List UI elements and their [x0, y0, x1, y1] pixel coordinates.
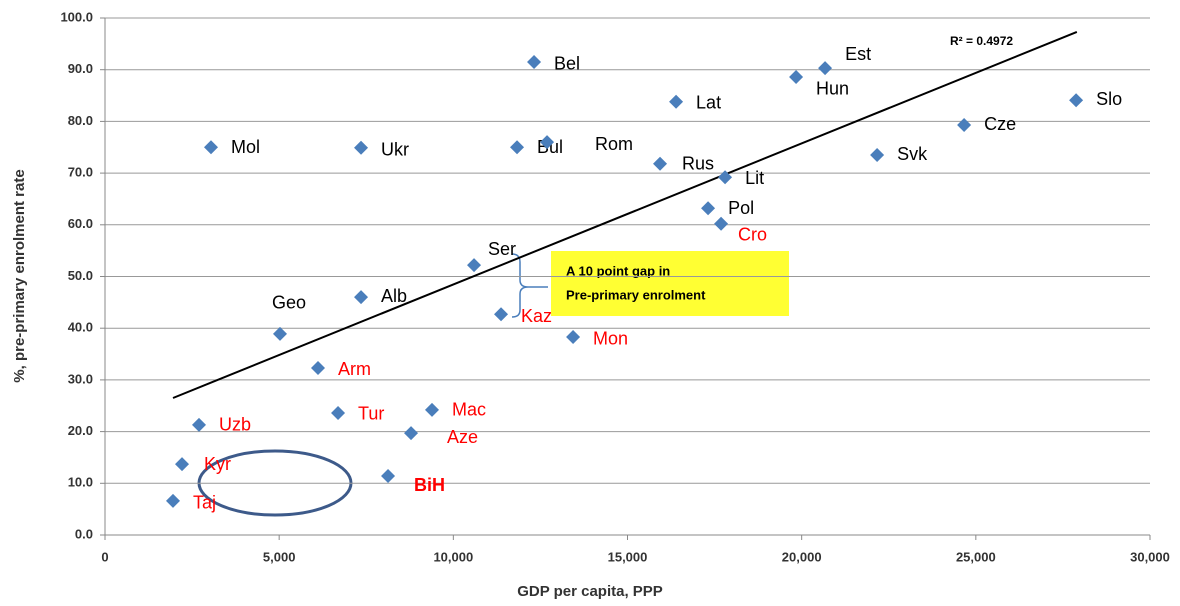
- point: [273, 326, 288, 341]
- point-label: Kaz: [521, 306, 552, 326]
- point: [354, 140, 369, 155]
- x-tick-label: 0: [101, 549, 108, 564]
- r-squared: R² = 0.4972: [950, 34, 1013, 48]
- point: [957, 118, 972, 133]
- point-label: Mon: [593, 329, 628, 349]
- point-label: Hun: [816, 79, 849, 99]
- point-label: Cze: [984, 114, 1016, 134]
- point: [714, 216, 729, 231]
- point: [653, 156, 668, 171]
- point: [203, 140, 218, 155]
- point: [540, 135, 555, 150]
- point-label: Rus: [682, 154, 714, 174]
- x-tick-label: 20,000: [782, 549, 822, 564]
- annotation-box: [551, 251, 789, 316]
- point: [669, 94, 684, 109]
- point: [331, 405, 346, 420]
- y-tick-label: 20.0: [68, 423, 93, 438]
- y-tick-label: 0.0: [75, 526, 93, 541]
- point: [311, 361, 326, 376]
- point: [381, 469, 396, 484]
- point-label: Taj: [193, 493, 216, 513]
- point: [425, 402, 440, 417]
- point: [870, 148, 885, 163]
- annotation-line: Pre-primary enrolment: [566, 287, 706, 302]
- point-label: Aze: [447, 427, 478, 447]
- point-label: Lit: [745, 168, 764, 188]
- x-tick-label: 5,000: [263, 549, 296, 564]
- point-label: Slo: [1096, 89, 1122, 109]
- point: [165, 493, 180, 508]
- point-label: Ser: [488, 239, 516, 259]
- y-tick-label: 30.0: [68, 371, 93, 386]
- point-label: Bel: [554, 54, 580, 74]
- point-label: Mol: [231, 137, 260, 157]
- point-label: Svk: [897, 144, 928, 164]
- point-label: Mac: [452, 400, 486, 420]
- point: [175, 457, 190, 472]
- point: [718, 170, 733, 185]
- point: [494, 307, 509, 322]
- y-tick-label: 50.0: [68, 268, 93, 283]
- y-tick-label: 60.0: [68, 216, 93, 231]
- point: [510, 140, 525, 155]
- point: [354, 290, 369, 305]
- trendline: [172, 31, 1078, 399]
- point: [527, 54, 542, 69]
- y-tick-label: 80.0: [68, 113, 93, 128]
- point-label: Uzb: [219, 415, 251, 435]
- point-label: Cro: [738, 225, 767, 245]
- point: [789, 69, 804, 84]
- point-label: Tur: [358, 404, 384, 424]
- point-label: Lat: [696, 93, 721, 113]
- point: [192, 417, 207, 432]
- y-tick-label: 100.0: [60, 9, 93, 24]
- point-label: Geo: [272, 293, 306, 313]
- point-label: Est: [845, 44, 871, 64]
- y-axis-title: %, pre-primary enrolment rate: [11, 169, 28, 382]
- x-tick-label: 30,000: [1130, 549, 1170, 564]
- point-label: Rom: [595, 134, 633, 154]
- x-tick-label: 10,000: [433, 549, 473, 564]
- point: [1069, 93, 1084, 108]
- x-tick-label: 15,000: [608, 549, 648, 564]
- point-label: Kyr: [204, 454, 231, 474]
- point-label: Pol: [728, 198, 754, 218]
- y-tick-label: 40.0: [68, 320, 93, 335]
- point: [818, 61, 833, 76]
- x-axis-title: GDP per capita, PPP: [517, 583, 663, 600]
- point: [404, 426, 419, 441]
- point: [566, 329, 581, 344]
- y-tick-label: 90.0: [68, 61, 93, 76]
- point-label: Arm: [338, 359, 371, 379]
- y-tick-label: 70.0: [68, 165, 93, 180]
- point-label: Ukr: [381, 140, 409, 160]
- point-label: Alb: [381, 286, 407, 306]
- y-tick-label: 10.0: [68, 475, 93, 490]
- point-label: BiH: [414, 475, 445, 495]
- point: [467, 258, 482, 273]
- annotation-line: A 10 point gap in: [566, 263, 670, 278]
- x-tick-label: 25,000: [956, 549, 996, 564]
- point: [701, 201, 716, 216]
